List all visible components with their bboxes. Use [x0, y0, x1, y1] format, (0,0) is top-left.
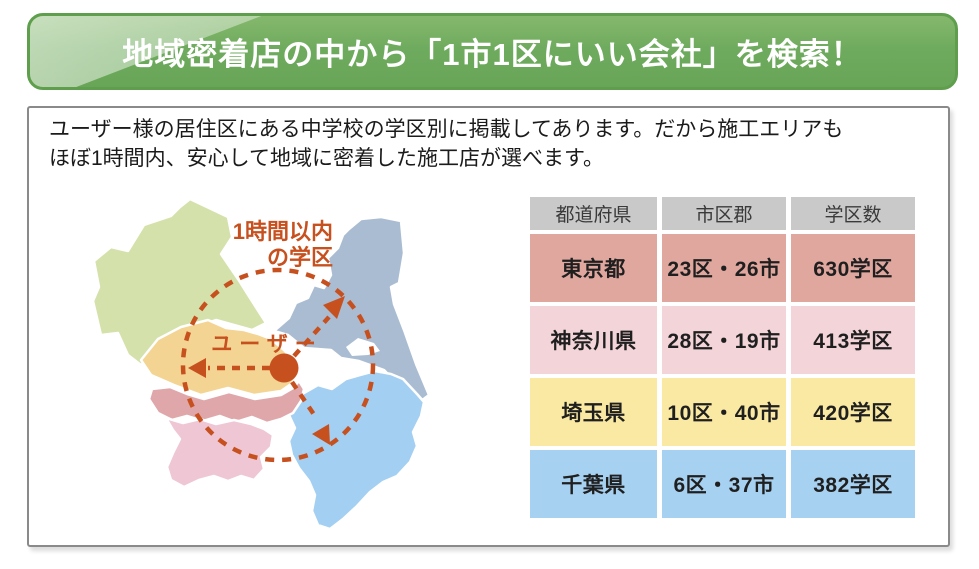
radius-label-line-1: 1時間以内 [233, 219, 333, 244]
map-region-kanagawa [164, 416, 275, 489]
arrow-west-head-icon [188, 358, 206, 378]
header-banner: 地域密着店の中から「1市1区にいい会社」を検索！ [27, 13, 958, 90]
table-cell-saitama-cities: 10区・40市 [662, 378, 786, 446]
user-label: ユーザー [211, 333, 323, 356]
kanto-map: 1時間以内 の学区 ユーザー [91, 197, 431, 531]
map-region-chiba [283, 369, 426, 531]
arrow-southeast-head-icon [312, 424, 330, 445]
radius-label-line-2: の学区 [267, 245, 333, 270]
page-title: 地域密着店の中から「1市1区にいい会社」を検索！ [122, 37, 863, 72]
table-cell-tokyo-cities: 23区・26市 [662, 234, 786, 302]
one-hour-radius-circle [180, 267, 376, 463]
district-table: 都道府県 市区郡 学区数 東京都 23区・26市 630学区 神奈川県 28区・… [530, 197, 915, 518]
column-header-cities: 市区郡 [662, 197, 786, 230]
table-cell-saitama-districts: 420学区 [791, 378, 915, 446]
content-panel: ユーザー様の居住区にある中学校の学区別に掲載してあります。だから施工エリアも ほぼ… [27, 106, 950, 547]
table-cell-kanagawa-pref: 神奈川県 [530, 306, 657, 374]
intro-line-2: ほぼ1時間内、安心して地域に密着した施工店が選べます。 [49, 147, 604, 170]
table-cell-chiba-pref: 千葉県 [530, 450, 657, 518]
table-cell-saitama-pref: 埼玉県 [530, 378, 657, 446]
table-cell-chiba-cities: 6区・37市 [662, 450, 786, 518]
table-cell-tokyo-pref: 東京都 [530, 234, 657, 302]
map-region-ibaraki [272, 215, 431, 403]
arrow-northeast-head-icon [323, 296, 345, 319]
table-cell-tokyo-districts: 630学区 [791, 234, 915, 302]
table-cell-chiba-districts: 382学区 [791, 450, 915, 518]
user-location-dot [269, 353, 299, 383]
intro-line-1: ユーザー様の居住区にある中学校の学区別に掲載してあります。だから施工エリアも [49, 118, 844, 141]
table-cell-kanagawa-districts: 413学区 [791, 306, 915, 374]
table-cell-kanagawa-cities: 28区・19市 [662, 306, 786, 374]
column-header-prefecture: 都道府県 [530, 197, 657, 230]
column-header-districts: 学区数 [791, 197, 915, 230]
arrow-southeast-line [290, 380, 319, 421]
intro-text: ユーザー様の居住区にある中学校の学区別に掲載してあります。だから施工エリアも ほぼ… [49, 115, 929, 173]
